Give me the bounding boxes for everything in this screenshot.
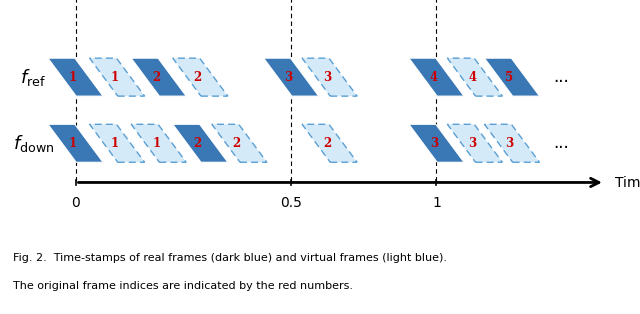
Text: 3: 3: [430, 137, 438, 150]
Text: 5: 5: [506, 71, 513, 84]
Polygon shape: [48, 58, 103, 96]
Text: $f_{\mathregular{ref}}$: $f_{\mathregular{ref}}$: [20, 67, 46, 88]
Polygon shape: [48, 124, 103, 162]
Text: 0: 0: [71, 196, 80, 210]
Polygon shape: [447, 58, 502, 96]
Polygon shape: [302, 58, 357, 96]
Text: 1: 1: [111, 137, 118, 150]
Polygon shape: [90, 58, 145, 96]
Text: 3: 3: [323, 71, 331, 84]
Text: 1: 1: [152, 137, 160, 150]
Text: 1: 1: [432, 196, 441, 210]
Text: Time $t\,$[s]: Time $t\,$[s]: [614, 174, 640, 191]
Text: 1: 1: [69, 137, 77, 150]
Polygon shape: [409, 58, 464, 96]
Text: 4: 4: [468, 71, 476, 84]
Text: $f_{\mathregular{down}}$: $f_{\mathregular{down}}$: [13, 133, 54, 154]
Polygon shape: [264, 58, 319, 96]
Text: 3: 3: [285, 71, 292, 84]
Text: 2: 2: [233, 137, 241, 150]
Text: Fig. 2.  Time-stamps of real frames (dark blue) and virtual frames (light blue).: Fig. 2. Time-stamps of real frames (dark…: [13, 253, 447, 263]
Polygon shape: [302, 124, 357, 162]
Polygon shape: [90, 124, 145, 162]
Text: ...: ...: [554, 134, 569, 152]
Polygon shape: [409, 124, 464, 162]
Text: 1: 1: [111, 71, 118, 84]
Polygon shape: [484, 58, 540, 96]
Polygon shape: [173, 58, 228, 96]
Text: 2: 2: [194, 71, 202, 84]
Polygon shape: [212, 124, 267, 162]
Text: 2: 2: [152, 71, 160, 84]
Polygon shape: [484, 124, 540, 162]
Text: 2: 2: [323, 137, 331, 150]
Text: The original frame indices are indicated by the red numbers.: The original frame indices are indicated…: [13, 281, 353, 291]
Polygon shape: [131, 124, 186, 162]
Text: ...: ...: [554, 68, 569, 86]
Text: 1: 1: [69, 71, 77, 84]
Text: 0.5: 0.5: [280, 196, 302, 210]
Polygon shape: [173, 124, 228, 162]
Polygon shape: [131, 58, 186, 96]
Text: 4: 4: [430, 71, 438, 84]
Text: 3: 3: [468, 137, 476, 150]
Polygon shape: [447, 124, 502, 162]
Text: 3: 3: [506, 137, 513, 150]
Text: 2: 2: [194, 137, 202, 150]
